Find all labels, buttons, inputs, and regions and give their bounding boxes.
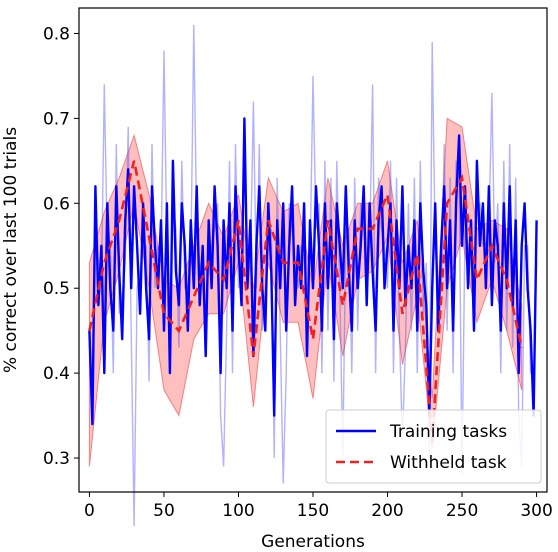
y-axis-label: % correct over last 100 trials (1, 127, 21, 373)
y-axis: 0.3 0.4 0.5 0.6 0.7 0.8 (43, 24, 79, 469)
y-tick-label: 0.6 (43, 194, 70, 214)
series-line-layer (88, 117, 538, 442)
x-tick-label: 200 (371, 501, 403, 521)
legend-label-withheld-task: Withheld task (390, 453, 507, 473)
x-tick-label: 150 (297, 501, 329, 521)
x-tick-label: 300 (520, 501, 552, 521)
y-tick-label: 0.3 (43, 449, 70, 469)
y-tick-label: 0.8 (43, 24, 70, 44)
legend: Training tasks Withheld task (325, 409, 542, 484)
legend-label-training-tasks: Training tasks (389, 422, 507, 442)
training-tasks-line (88, 117, 538, 426)
y-tick-label: 0.4 (43, 364, 70, 384)
y-tick-label: 0.7 (43, 109, 70, 129)
x-axis: 0 50 100 150 200 250 300 (84, 492, 553, 521)
legend-box (325, 409, 542, 484)
x-axis-label: Generations (261, 532, 365, 552)
withheld-task-line (88, 160, 523, 442)
x-tick-label: 0 (84, 501, 95, 521)
x-tick-label: 250 (446, 501, 478, 521)
x-tick-label: 100 (222, 501, 254, 521)
y-tick-label: 0.5 (43, 279, 70, 299)
x-tick-label: 50 (153, 501, 175, 521)
